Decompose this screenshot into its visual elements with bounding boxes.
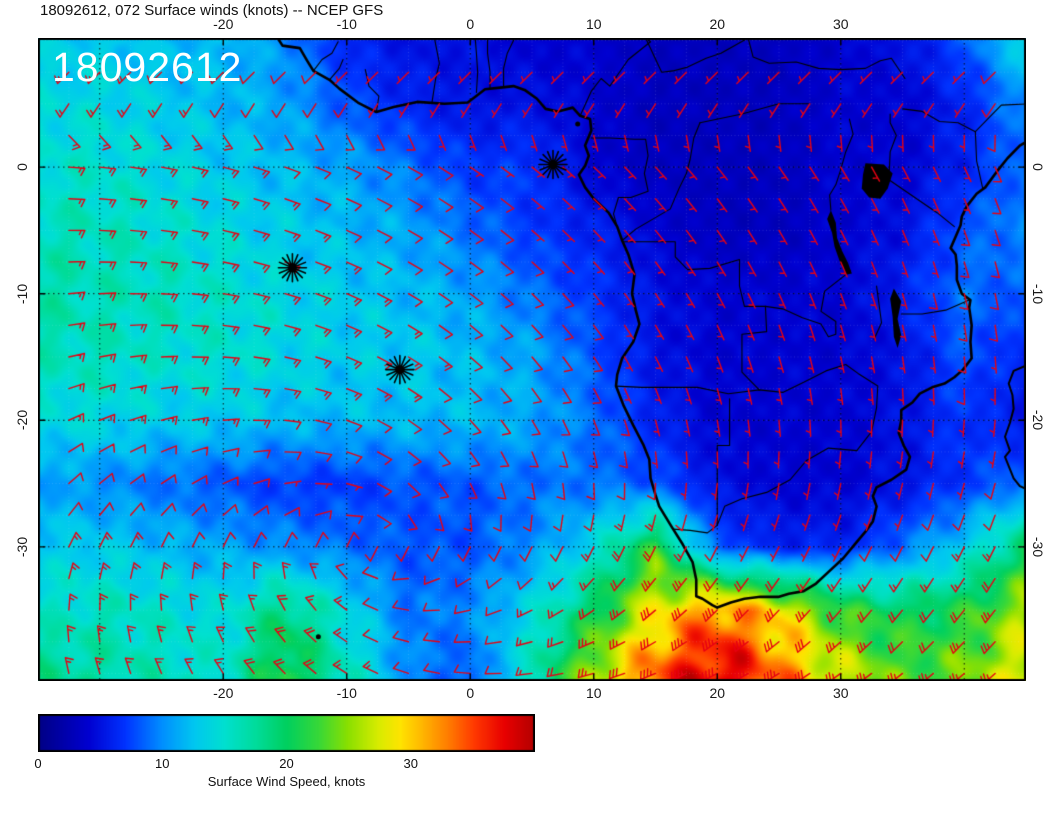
colorbar-tick-label: 20 — [279, 756, 294, 771]
run-timestamp-watermark: 18092612 — [52, 44, 243, 90]
lat-tick-label-left: -20 — [14, 410, 30, 431]
lat-tick-label-right: -20 — [1030, 410, 1046, 431]
lon-tick-label-bottom: 0 — [466, 685, 475, 701]
lat-tick-label-right: -30 — [1030, 536, 1046, 557]
lon-tick-label-top: 20 — [709, 16, 726, 32]
lon-tick-label-top: 10 — [585, 16, 602, 32]
lat-tick-label-right: 0 — [1030, 163, 1046, 171]
lon-tick-label-bottom: 20 — [709, 685, 726, 701]
lon-tick-label-top: -20 — [213, 16, 234, 32]
plot-title: 18092612, 072 Surface winds (knots) -- N… — [40, 2, 384, 19]
colorbar-tick-label: 0 — [34, 756, 42, 771]
lat-tick-label-right: -10 — [1030, 283, 1046, 304]
lat-tick-label-left: 0 — [14, 163, 30, 171]
lon-tick-label-bottom: 10 — [585, 685, 602, 701]
lon-tick-label-bottom: -10 — [336, 685, 357, 701]
wind-map-canvas — [38, 38, 1026, 681]
lat-tick-label-left: -10 — [14, 283, 30, 304]
colorbar-title: Surface Wind Speed, knots — [207, 774, 366, 789]
colorbar-gradient — [38, 714, 535, 752]
lon-tick-label-top: -10 — [336, 16, 357, 32]
lat-tick-label-left: -30 — [14, 536, 30, 557]
lon-tick-label-top: 0 — [466, 16, 475, 32]
colorbar-tick-label: 10 — [155, 756, 170, 771]
lon-tick-label-top: 30 — [832, 16, 849, 32]
lon-tick-label-bottom: -20 — [213, 685, 234, 701]
lon-tick-label-bottom: 30 — [832, 685, 849, 701]
colorbar-tick-label: 30 — [403, 756, 418, 771]
